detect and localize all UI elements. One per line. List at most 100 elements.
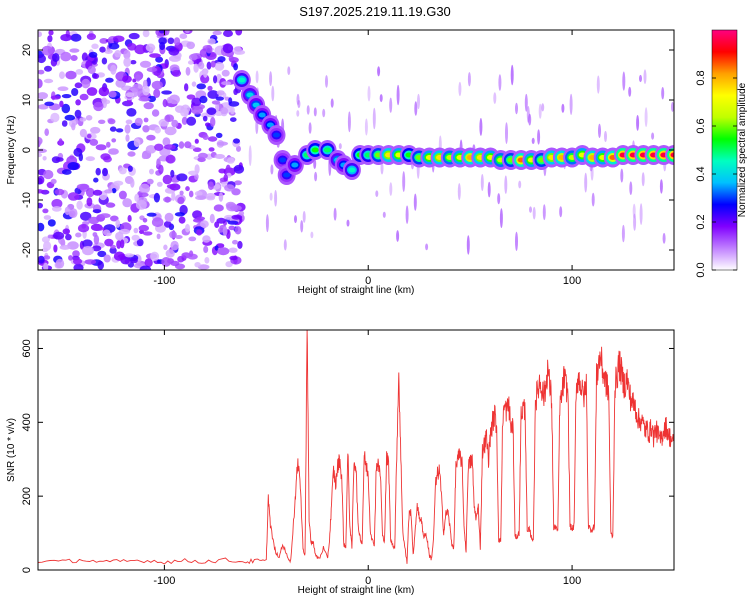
- spectrogram-noise-cell: [233, 164, 245, 174]
- spectrogram-streak: [532, 206, 536, 220]
- spectrogram-noise-cell: [109, 126, 117, 132]
- spectrogram-noise-cell: [122, 198, 133, 208]
- spectrogram-noise-cell: [216, 90, 225, 96]
- spectrogram-noise-cell: [193, 63, 199, 73]
- spectrogram-noise-cell: [176, 173, 188, 182]
- spectrogram-streak: [515, 231, 518, 251]
- spectrogram-noise-cell: [43, 78, 54, 84]
- spectrogram-noise-cell: [100, 153, 111, 161]
- spectrogram-streak: [271, 85, 275, 102]
- spectrogram-noise-cell: [98, 119, 106, 125]
- spectrogram-streak: [283, 239, 287, 251]
- spectrogram-noise-cell: [186, 94, 196, 100]
- spectrogram-noise-cell: [104, 238, 114, 247]
- spectrogram-streak: [559, 206, 563, 218]
- spectrogram-noise-cell: [95, 167, 101, 176]
- spectrogram-noise-cell: [174, 212, 185, 217]
- spectrogram-noise-cell: [162, 174, 172, 185]
- spectrogram-ridge-blob: [279, 157, 287, 163]
- spectrogram-noise-cell: [50, 95, 61, 100]
- spectrogram-noise-cell: [197, 152, 208, 159]
- spectrogram-noise-cell: [171, 69, 182, 77]
- spectrogram-noise-cell: [99, 46, 106, 53]
- colorbar-label: Normalized spectral amplitude: [737, 82, 748, 217]
- spectrogram-noise-cell: [99, 38, 109, 44]
- spectrogram-noise-cell: [91, 245, 102, 252]
- spectrogram-noise-cell: [136, 238, 144, 247]
- snr-series-line: [38, 330, 674, 565]
- spectrogram-noise-cell: [132, 78, 137, 83]
- spectrogram-noise-cell: [153, 192, 160, 203]
- spectrogram-noise-cell: [126, 108, 137, 117]
- y-tick-label: -20: [21, 242, 33, 258]
- spectrogram-noise-cell: [88, 216, 100, 225]
- spectrogram-noise-cell: [51, 206, 62, 212]
- spectrogram-noise-cell: [53, 231, 65, 240]
- spectrogram-noise-cell: [210, 60, 216, 68]
- spectrogram-noise-cell: [47, 234, 52, 239]
- spectrogram-noise-cell: [224, 184, 235, 192]
- spectrogram-noise-cell: [184, 83, 189, 92]
- spectrogram-noise-cell: [104, 189, 113, 194]
- spectrogram-noise-cell: [72, 258, 83, 265]
- spectrogram-noise-cell: [70, 33, 82, 42]
- spectrogram-streak: [375, 190, 379, 197]
- spectrogram-streak: [405, 205, 409, 224]
- spectrogram-noise-cell: [44, 128, 49, 136]
- spectrogram-noise-cell: [118, 167, 127, 175]
- spectrogram-noise-cell: [174, 235, 183, 239]
- spectrogram-noise-cell: [77, 224, 90, 233]
- spectrogram-noise-cell: [59, 244, 71, 250]
- spectrogram-noise-cell: [207, 90, 219, 99]
- spectrogram-streak: [330, 98, 334, 108]
- y-tick-label: 20: [21, 44, 33, 56]
- spectrogram-noise-cell: [147, 95, 156, 103]
- spectrogram-streak: [346, 219, 350, 227]
- spectrogram-streak: [497, 193, 501, 205]
- spectrogram-noise-cell: [48, 30, 54, 36]
- spectrogram-noise-cell: [115, 231, 124, 241]
- spectrogram-streak: [659, 179, 663, 194]
- spectrogram-noise-cell: [55, 157, 64, 162]
- spectrogram-noise-cell: [196, 83, 206, 90]
- spectrogram-noise-cell: [202, 134, 209, 140]
- spectrogram-noise-cell: [138, 224, 149, 232]
- spectrogram-noise-cell: [168, 47, 180, 56]
- spectrogram-streak: [538, 103, 542, 119]
- spectrogram-noise-cell: [155, 56, 164, 63]
- spectrogram-y-ticks: 20 10 0 -10 -20: [21, 44, 674, 258]
- colorbar-tick-label: 0.0: [695, 262, 707, 277]
- spectrogram-streak: [621, 224, 625, 243]
- spectrogram-noise-cell: [75, 69, 84, 75]
- spectrogram-streak: [300, 220, 304, 233]
- spectrogram-noise-cell: [110, 244, 116, 249]
- spectrogram-streak: [524, 93, 528, 112]
- spectrogram-noise-cell: [231, 214, 243, 220]
- spectrogram-noise-cell: [38, 189, 45, 194]
- spectrogram-streak: [639, 203, 643, 226]
- x-tick-label: 0: [365, 575, 371, 587]
- spectrogram-noise-cell: [164, 114, 175, 122]
- spectrogram-noise-cell: [225, 261, 233, 268]
- spectrogram-noise-cell: [101, 97, 107, 103]
- spectrogram-noise-cell: [38, 255, 45, 264]
- spectrogram-noise-cell: [234, 180, 242, 186]
- spectrogram-noise-cell: [198, 61, 205, 70]
- spectrogram-noise-cell: [61, 94, 72, 99]
- spectrogram-noise-cell: [202, 115, 208, 122]
- spectrogram-noise-cell: [111, 188, 117, 194]
- spectrogram-noise-cell: [79, 93, 89, 101]
- spectrogram-noise-cell: [43, 215, 52, 220]
- spectrogram-noise-cell: [170, 169, 175, 178]
- spectrogram-noise-cell: [227, 220, 239, 225]
- spectrogram-noise-cell: [149, 53, 161, 58]
- spectrogram-noise-cell: [226, 157, 235, 164]
- spectrogram-noise-cell: [214, 245, 219, 251]
- spectrogram-noise-cell: [173, 37, 181, 46]
- spectrogram-noise-cell: [88, 51, 98, 58]
- spectrogram-noise-cell: [225, 164, 231, 173]
- spectrogram-noise-cell: [70, 55, 78, 61]
- spectrogram-noise-cell: [212, 30, 222, 36]
- spectrogram-noise-cell: [38, 54, 46, 64]
- spectrogram-noise-cell: [93, 234, 100, 245]
